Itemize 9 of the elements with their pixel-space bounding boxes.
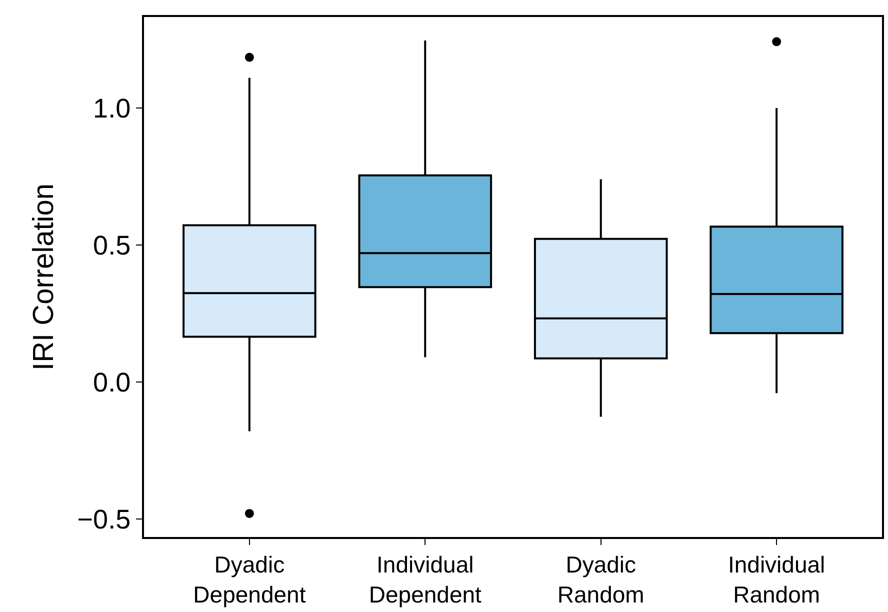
y-tick-label: 0.5 — [93, 230, 131, 260]
y-tick-label: 1.0 — [93, 93, 131, 124]
x-tick-label: Dyadic Random — [557, 552, 644, 608]
y-tick-label: −0.5 — [77, 504, 131, 534]
x-tick-label: Individual Random — [728, 552, 826, 608]
x-tick-label: Dyadic Dependent — [193, 552, 306, 608]
y-tick-label: 0.0 — [93, 367, 131, 398]
y-axis-title: IRI Correlation — [28, 184, 60, 370]
x-tick-label: Individual Dependent — [368, 552, 482, 608]
